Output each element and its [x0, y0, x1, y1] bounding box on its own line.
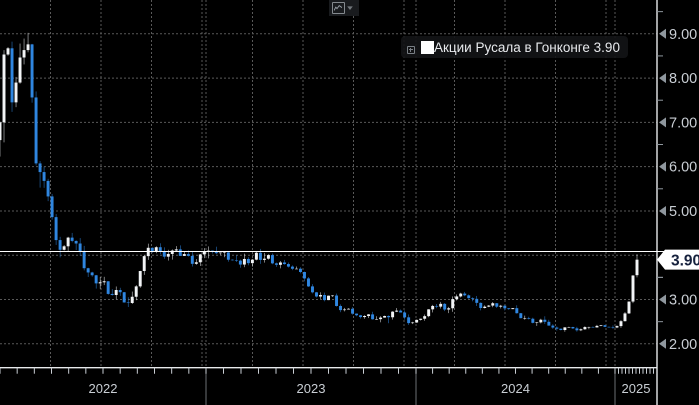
svg-text:3.00: 3.00: [669, 293, 697, 309]
svg-text:7.00: 7.00: [669, 115, 697, 131]
svg-text:2023: 2023: [297, 381, 326, 396]
svg-text:2025: 2025: [622, 381, 651, 396]
svg-text:2024: 2024: [501, 381, 530, 396]
svg-text:2022: 2022: [89, 381, 118, 396]
svg-text:3.90: 3.90: [671, 252, 699, 269]
svg-text:6.00: 6.00: [669, 160, 697, 176]
svg-text:2.00: 2.00: [669, 337, 697, 353]
svg-text:9.00: 9.00: [669, 27, 697, 43]
svg-text:8.00: 8.00: [669, 71, 697, 87]
svg-text:5.00: 5.00: [669, 204, 697, 220]
